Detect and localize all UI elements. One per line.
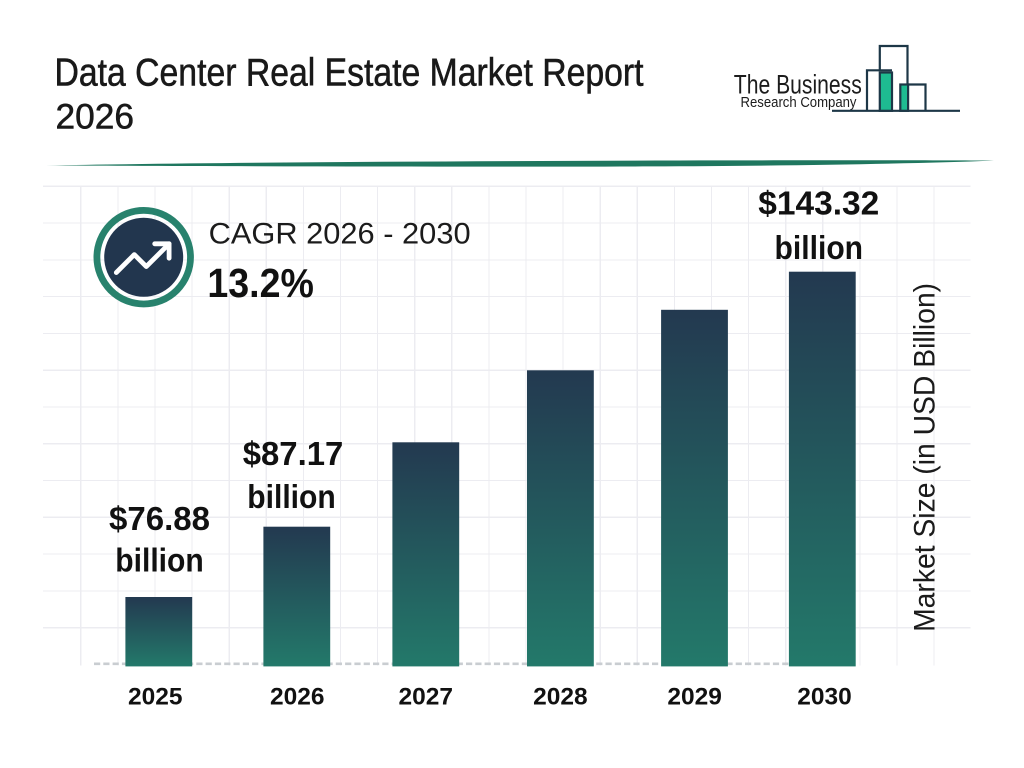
svg-text:13.2%: 13.2%: [207, 260, 314, 306]
svg-text:2026: 2026: [270, 683, 325, 710]
svg-text:2030: 2030: [797, 683, 852, 710]
svg-text:The Business: The Business: [734, 69, 862, 99]
svg-text:2026: 2026: [56, 98, 135, 137]
svg-text:Research Company: Research Company: [741, 95, 858, 111]
svg-text:Data Center Real Estate Market: Data Center Real Estate Market Report: [55, 52, 644, 95]
svg-text:2027: 2027: [399, 683, 454, 710]
svg-text:billion: billion: [247, 478, 336, 515]
svg-text:2028: 2028: [533, 683, 588, 710]
svg-text:CAGR 2026 - 2030: CAGR 2026 - 2030: [209, 217, 471, 250]
svg-text:billion: billion: [775, 229, 864, 266]
svg-text:$143.32: $143.32: [758, 184, 879, 221]
svg-text:$87.17: $87.17: [243, 435, 344, 472]
svg-text:2025: 2025: [128, 683, 183, 710]
svg-text:2029: 2029: [667, 683, 722, 710]
svg-text:billion: billion: [115, 541, 204, 578]
svg-text:$76.88: $76.88: [109, 500, 210, 537]
svg-text:Market Size (in USD Billion): Market Size (in USD Billion): [908, 283, 941, 632]
